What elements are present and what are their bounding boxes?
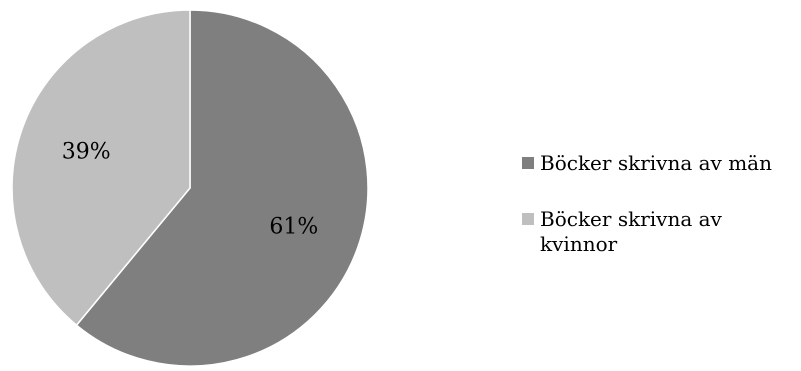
pie-slice-1 bbox=[75, 9, 369, 367]
pie-data-labels: 61% 39% bbox=[62, 140, 319, 240]
legend-swatch-1 bbox=[522, 157, 534, 169]
legend-label-1-line-1: Böcker skrivna av män bbox=[540, 151, 772, 175]
pie-data-label-1: 61% bbox=[269, 214, 318, 239]
pie-slices bbox=[11, 9, 369, 367]
pie-slice-2 bbox=[11, 9, 191, 327]
legend-label-2-line-2: kvinnor bbox=[540, 232, 618, 256]
legend: Böcker skrivna av män Böcker skrivna avkv… bbox=[522, 151, 772, 256]
legend-label-2-line-1: Böcker skrivna av bbox=[540, 207, 723, 231]
pie-data-label-2: 39% bbox=[62, 140, 111, 165]
legend-swatch-2 bbox=[522, 213, 534, 225]
